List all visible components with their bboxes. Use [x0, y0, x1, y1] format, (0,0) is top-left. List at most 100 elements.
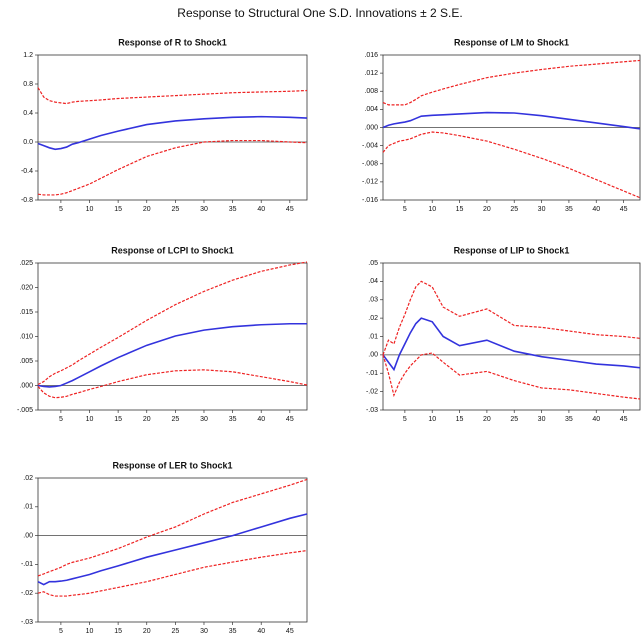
x-tick-label: 25	[171, 206, 179, 213]
x-tick-label: 35	[565, 206, 573, 213]
y-tick-label: .05	[368, 260, 378, 267]
y-tick-label: .012	[364, 70, 378, 77]
plot-frame	[382, 262, 641, 411]
y-tick-label: .008	[364, 88, 378, 95]
y-tick-label: .025	[19, 260, 33, 267]
response-line	[382, 59, 641, 106]
y-tick-label: -.03	[366, 407, 378, 414]
y-tick-label: .02	[368, 315, 378, 322]
x-tick-label: 10	[428, 206, 436, 213]
response-line	[382, 111, 641, 130]
x-tick-label: 30	[200, 628, 208, 635]
y-tick-label: .005	[19, 358, 33, 365]
y-tick-label: .01	[23, 504, 33, 511]
x-tick-label: 30	[538, 206, 546, 213]
response-line	[37, 139, 308, 196]
x-tick-label: 5	[403, 416, 407, 423]
y-tick-label: .015	[19, 309, 33, 316]
y-tick-label: .03	[368, 297, 378, 304]
y-tick-label: .020	[19, 284, 33, 291]
y-tick-label: -.016	[362, 197, 378, 204]
plot-frame	[37, 54, 308, 201]
x-tick-label: 15	[456, 416, 464, 423]
x-tick-label: 15	[114, 206, 122, 213]
panel-title: Response of LIP to Shock1	[454, 245, 570, 255]
x-tick-label: 20	[483, 206, 491, 213]
x-tick-label: 10	[428, 416, 436, 423]
x-tick-label: 15	[114, 628, 122, 635]
x-tick-label: 25	[171, 628, 179, 635]
response-line	[382, 317, 641, 372]
x-tick-label: 35	[229, 206, 237, 213]
x-tick-label: 30	[200, 416, 208, 423]
x-tick-label: 15	[114, 416, 122, 423]
y-tick-label: .04	[368, 278, 378, 285]
y-tick-label: .000	[364, 124, 378, 131]
y-tick-label: 0.4	[23, 110, 33, 117]
x-tick-label: 20	[143, 416, 151, 423]
y-tick-label: -.01	[366, 370, 378, 377]
response-line	[37, 322, 307, 388]
x-tick-label: 35	[229, 416, 237, 423]
x-tick-label: 25	[171, 416, 179, 423]
x-tick-label: 30	[200, 206, 208, 213]
panel-title: Response of LER to Shock1	[112, 460, 232, 470]
response-line	[382, 352, 641, 400]
x-tick-label: 25	[510, 416, 518, 423]
x-tick-label: 40	[592, 416, 600, 423]
y-tick-label: .00	[368, 352, 378, 359]
x-tick-label: 40	[257, 628, 265, 635]
x-tick-label: 35	[565, 416, 573, 423]
x-tick-label: 5	[403, 206, 407, 213]
plot-frame	[37, 477, 308, 623]
y-tick-label: -.02	[21, 590, 33, 597]
x-tick-label: 10	[86, 206, 94, 213]
response-line	[37, 369, 308, 399]
panel-title: Response of R to Shock1	[118, 37, 227, 47]
response-line	[37, 261, 308, 386]
y-tick-label: 0.0	[23, 139, 33, 146]
y-tick-label: .02	[23, 475, 33, 482]
x-tick-label: 10	[86, 416, 94, 423]
x-tick-label: 45	[286, 628, 294, 635]
y-tick-label: -.012	[362, 179, 378, 186]
panel-title: Response of LCPI to Shock1	[111, 245, 234, 255]
y-tick-label: 1.2	[23, 52, 33, 59]
y-tick-label: -.03	[21, 619, 33, 626]
x-tick-label: 45	[620, 416, 628, 423]
y-tick-label: -.01	[21, 561, 33, 568]
y-tick-label: .000	[19, 382, 33, 389]
x-tick-label: 20	[483, 416, 491, 423]
y-tick-label: -.004	[362, 142, 378, 149]
response-line	[382, 280, 641, 356]
x-tick-label: 25	[510, 206, 518, 213]
x-tick-label: 40	[592, 206, 600, 213]
x-tick-label: 40	[257, 416, 265, 423]
response-line	[37, 478, 308, 577]
x-tick-label: 45	[286, 206, 294, 213]
y-tick-label: -.005	[17, 407, 33, 414]
response-line	[382, 131, 641, 199]
response-line	[37, 87, 308, 105]
x-tick-label: 30	[538, 416, 546, 423]
x-tick-label: 40	[257, 206, 265, 213]
y-tick-label: 0.8	[23, 81, 33, 88]
y-tick-label: .01	[368, 333, 378, 340]
panel-title: Response of LM to Shock1	[454, 37, 569, 47]
y-tick-label: .010	[19, 333, 33, 340]
x-tick-label: 15	[456, 206, 464, 213]
x-tick-label: 20	[143, 628, 151, 635]
x-tick-label: 10	[86, 628, 94, 635]
y-tick-label: -0.4	[21, 168, 33, 175]
response-line	[37, 115, 308, 151]
y-tick-label: -0.8	[21, 197, 33, 204]
y-tick-label: -.02	[366, 388, 378, 395]
y-tick-label: .016	[364, 52, 378, 59]
x-tick-label: 5	[59, 206, 63, 213]
x-tick-label: 5	[59, 416, 63, 423]
response-line	[37, 549, 308, 597]
y-tick-label: -.008	[362, 161, 378, 168]
y-tick-label: .00	[23, 532, 33, 539]
x-tick-label: 20	[143, 206, 151, 213]
y-tick-label: .004	[364, 106, 378, 113]
